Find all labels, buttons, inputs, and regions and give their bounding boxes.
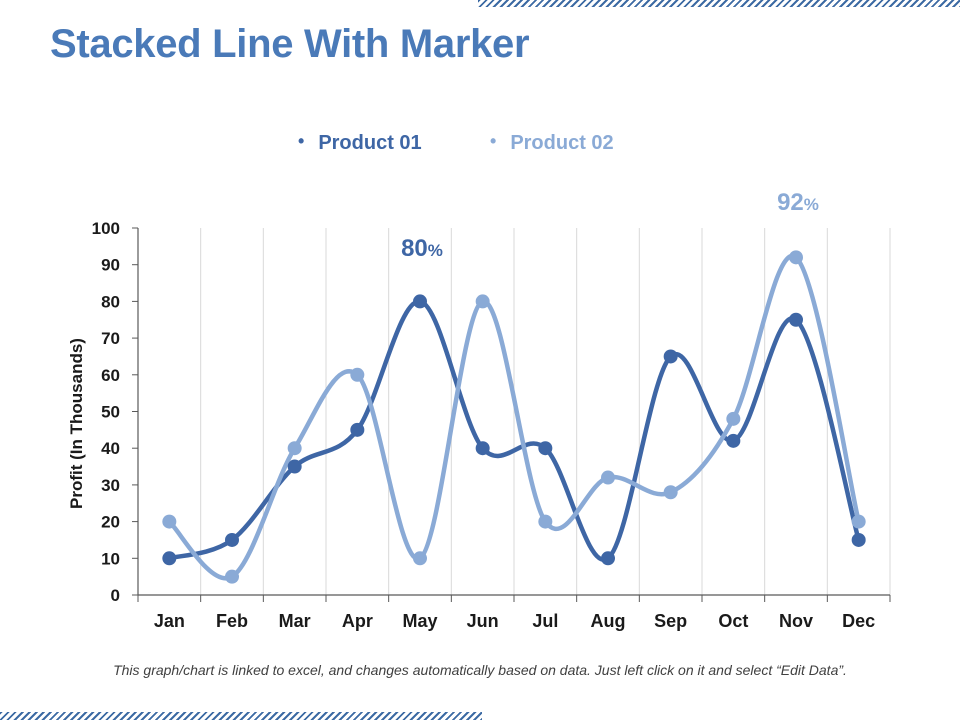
x-tick-label: Aug <box>591 611 626 631</box>
data-point-series-1 <box>162 551 177 566</box>
data-point-series-1 <box>789 312 803 327</box>
y-tick-label: 50 <box>101 403 120 422</box>
data-point-series-1 <box>287 459 302 474</box>
page-title: Stacked Line With Marker <box>50 22 530 66</box>
legend-item-product-02: • Product 02 <box>490 131 614 155</box>
data-point-series-2 <box>287 441 302 456</box>
data-point-series-2 <box>851 514 866 529</box>
x-tick-label: Oct <box>718 611 748 631</box>
footnote: This graph/chart is linked to excel, and… <box>113 662 847 678</box>
data-point-series-1 <box>601 551 615 566</box>
top-stripe-decoration <box>478 0 960 7</box>
data-point-series-1 <box>350 422 365 437</box>
x-tick-label: Jun <box>467 611 499 631</box>
bottom-stripe-decoration <box>0 712 482 720</box>
data-point-series-2 <box>538 514 553 529</box>
data-point-series-1 <box>413 294 427 309</box>
annotation-value: 80 <box>401 235 428 262</box>
data-point-series-2 <box>663 485 678 500</box>
y-tick-label: 40 <box>101 439 120 458</box>
legend-item-product-01: • Product 01 <box>298 131 422 155</box>
data-label-annotation: 92% <box>777 189 819 216</box>
data-point-series-2 <box>225 569 239 584</box>
y-tick-label: 60 <box>101 366 120 385</box>
data-point-series-1 <box>663 349 678 364</box>
data-point-series-2 <box>726 411 741 426</box>
data-point-series-2 <box>413 551 427 566</box>
data-point-series-1 <box>225 532 239 547</box>
y-tick-label: 20 <box>101 513 120 532</box>
data-point-series-1 <box>851 532 866 547</box>
y-axis-title: Profit (In Thousands) <box>67 338 86 509</box>
x-tick-label: Mar <box>279 611 311 631</box>
legend-bullet-icon: • <box>490 131 497 151</box>
x-tick-label: May <box>402 611 437 631</box>
legend-label-product-01: Product 01 <box>318 132 422 154</box>
data-point-series-2 <box>601 470 615 485</box>
data-point-series-1 <box>726 433 741 448</box>
y-tick-label: 80 <box>101 292 120 311</box>
y-tick-label: 10 <box>101 549 120 568</box>
legend-label-product-02: Product 02 <box>510 132 614 154</box>
chart-legend: • Product 01 • Product 02 <box>0 131 960 160</box>
y-tick-label: 0 <box>111 586 120 605</box>
y-tick-label: 70 <box>101 329 120 348</box>
x-tick-label: Jul <box>532 611 558 631</box>
legend-bullet-icon: • <box>298 131 305 151</box>
data-point-series-1 <box>475 441 490 456</box>
data-point-series-1 <box>538 441 553 456</box>
y-tick-label: 30 <box>101 476 120 495</box>
x-tick-label: Sep <box>654 611 687 631</box>
x-tick-label: Dec <box>842 611 875 631</box>
x-tick-label: Jan <box>154 611 185 631</box>
data-point-series-2 <box>162 514 177 529</box>
data-label-annotation: 80% <box>401 235 443 262</box>
annotation-suffix: % <box>804 195 819 214</box>
y-tick-label: 100 <box>92 219 120 238</box>
data-point-series-2 <box>350 367 365 382</box>
annotation-value: 92 <box>777 189 804 216</box>
x-tick-label: Nov <box>779 611 813 631</box>
annotation-suffix: % <box>428 241 443 260</box>
y-tick-label: 90 <box>101 256 120 275</box>
x-tick-label: Feb <box>216 611 248 631</box>
data-point-series-2 <box>475 294 490 309</box>
x-tick-label: Apr <box>342 611 373 631</box>
data-point-series-2 <box>789 250 803 265</box>
